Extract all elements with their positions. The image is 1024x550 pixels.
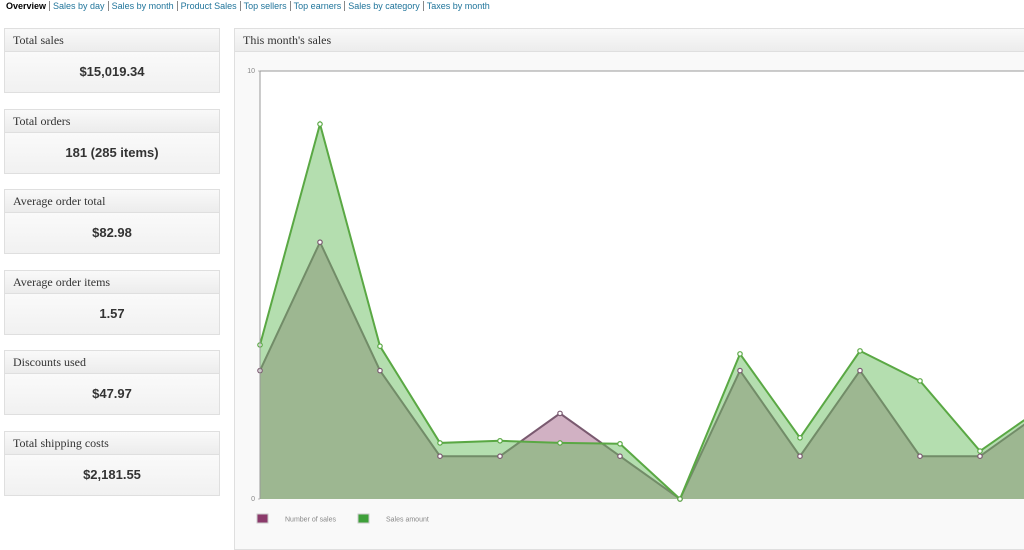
stat-value: $15,019.34 <box>79 64 145 79</box>
point <box>557 410 563 417</box>
stat-box: Total sales $15,019.34 <box>4 28 220 93</box>
stat-box: Total orders 181 (285 items) <box>4 108 220 174</box>
nav-link[interactable]: Sales by category <box>344 1 423 11</box>
nav-link[interactable]: Overview <box>6 1 47 11</box>
point <box>497 437 503 444</box>
stat-value: 1.57 <box>99 305 125 321</box>
stat-title: Total orders <box>5 109 219 133</box>
point <box>377 343 383 350</box>
point <box>557 440 563 446</box>
legend-swatch <box>256 513 269 524</box>
point <box>437 440 443 446</box>
point <box>857 367 863 374</box>
stat-value: $82.98 <box>92 225 132 241</box>
point <box>617 440 623 447</box>
point <box>737 367 743 374</box>
point <box>317 121 323 127</box>
stat-box: Total shipping costs $2,181.55 <box>4 431 220 496</box>
legend-label: Number of sales <box>285 516 336 523</box>
stat-value: 181 (285 items) <box>65 144 159 160</box>
stat-title: Discounts used <box>5 351 219 375</box>
stat-box: Discounts used $47.97 <box>4 350 220 416</box>
nav-link[interactable]: Taxes by month <box>422 1 493 11</box>
line <box>259 120 1024 501</box>
nav-link[interactable]: Sales by day <box>49 1 108 11</box>
stat-value: $47.97 <box>92 386 132 402</box>
point <box>737 351 743 357</box>
stat-title: Average order items <box>5 270 219 294</box>
stat-title: Average order total <box>5 190 219 214</box>
point <box>917 453 923 460</box>
nav: Overview Sales by day Sales by month Produc… <box>6 1 493 11</box>
point <box>857 348 863 354</box>
legend-swatch <box>357 513 370 524</box>
nav-link[interactable]: Top earners <box>289 1 345 11</box>
point <box>977 453 983 460</box>
stat-title: Total shipping costs <box>5 432 219 455</box>
point <box>377 367 383 374</box>
page: Overview Sales by day Sales by month Produc… <box>4 1 1024 550</box>
point <box>917 378 923 384</box>
stat-box: Average order items 1.57 <box>4 269 220 335</box>
point <box>497 453 503 460</box>
point <box>677 496 683 502</box>
chart-title: This month's sales <box>235 29 1024 52</box>
point <box>797 453 803 460</box>
stat-box: Average order total $82.98 <box>4 189 220 255</box>
nav-link[interactable]: Product Sales <box>176 1 240 11</box>
area <box>260 124 1024 499</box>
stat-value: $2,181.55 <box>83 467 141 482</box>
point <box>977 448 983 454</box>
point <box>617 453 623 460</box>
y-tick-label: 0 <box>251 496 255 503</box>
point <box>797 434 803 441</box>
nav-link[interactable]: Top sellers <box>239 1 290 11</box>
point <box>317 239 323 246</box>
stat-title: Total sales <box>5 29 219 52</box>
y-tick-label: 10 <box>247 68 255 75</box>
point <box>437 453 443 460</box>
chart: 0 10 Number of sales Sales amount <box>247 68 1024 524</box>
nav-link[interactable]: Sales by month <box>107 1 177 11</box>
legend-label: Sales amount <box>386 516 429 523</box>
